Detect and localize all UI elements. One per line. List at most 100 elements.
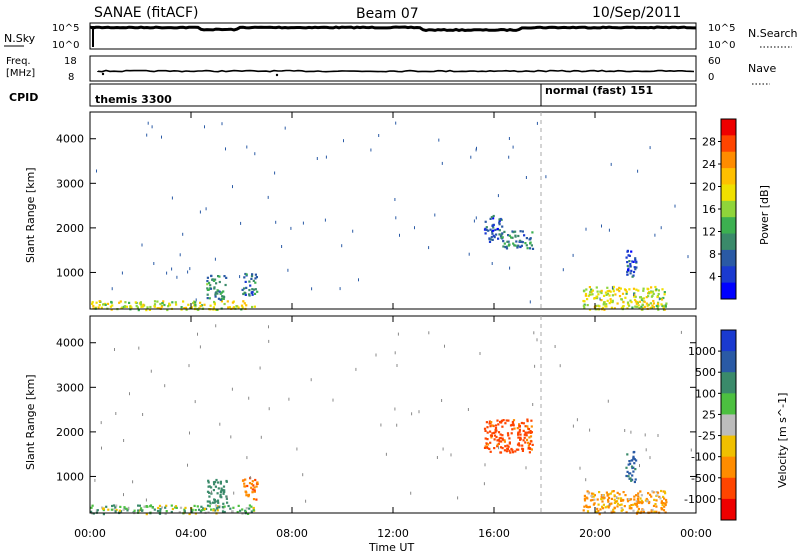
data-cell <box>501 447 504 450</box>
data-cell <box>527 431 530 434</box>
data-cell <box>231 301 234 304</box>
data-speckle <box>311 287 313 291</box>
data-cell <box>592 495 595 498</box>
data-cell <box>252 484 255 487</box>
data-cell <box>625 466 628 469</box>
data-cell <box>642 287 645 290</box>
data-speckle <box>491 262 493 265</box>
data-cell <box>110 300 113 304</box>
data-cell <box>656 306 659 309</box>
data-cell <box>216 308 219 311</box>
data-cell <box>225 497 228 500</box>
data-cell <box>91 301 94 304</box>
data-speckle <box>637 169 639 173</box>
data-cell <box>612 490 615 493</box>
data-cell <box>501 434 504 437</box>
data-cell <box>620 499 623 502</box>
data-cell <box>221 295 224 298</box>
data-cell <box>175 303 178 306</box>
data-speckle <box>141 243 143 247</box>
data-cell <box>255 276 258 279</box>
data-cell <box>636 501 639 504</box>
data-cell <box>515 240 518 243</box>
data-cell <box>250 505 253 508</box>
data-cell <box>661 288 664 291</box>
data-cell <box>205 507 208 510</box>
data-cell <box>208 297 211 300</box>
data-cell <box>500 236 503 239</box>
data-speckle <box>219 422 221 426</box>
data-cell <box>584 294 587 297</box>
data-speckle <box>649 146 651 150</box>
data-cell <box>485 226 488 229</box>
data-speckle <box>479 352 481 355</box>
data-cell <box>523 436 526 439</box>
data-speckle <box>378 134 380 137</box>
data-cell <box>528 451 531 454</box>
data-cell <box>660 501 663 504</box>
data-cell <box>587 506 590 509</box>
data-cell <box>250 486 253 489</box>
data-cell <box>248 482 252 485</box>
data-speckle <box>428 246 430 250</box>
data-cell <box>601 306 604 309</box>
data-cell <box>611 294 614 297</box>
data-cell <box>613 307 616 310</box>
data-cell <box>194 301 197 304</box>
data-cell <box>662 296 665 300</box>
data-cell <box>223 489 226 492</box>
data-cell <box>596 507 599 510</box>
data-cell <box>107 508 110 511</box>
data-cell <box>588 505 591 508</box>
data-cell <box>207 288 210 291</box>
data-speckle <box>475 216 477 220</box>
data-cell <box>627 475 630 478</box>
data-cell <box>521 447 524 450</box>
data-cell <box>182 300 185 303</box>
data-cell <box>484 437 487 440</box>
data-cell <box>161 302 164 305</box>
data-cell <box>632 455 635 458</box>
data-cell <box>206 287 209 290</box>
data-cell <box>603 496 606 499</box>
data-cell <box>629 299 632 302</box>
data-speckle <box>654 233 656 237</box>
data-cell <box>503 242 506 245</box>
data-cell <box>183 307 186 310</box>
data-speckle <box>199 345 201 349</box>
data-cell <box>220 291 223 294</box>
data-cell <box>527 444 530 447</box>
data-cell <box>253 305 256 308</box>
data-cell <box>498 233 501 236</box>
data-cell <box>611 301 614 304</box>
data-cell <box>630 465 634 468</box>
data-cell <box>214 308 217 311</box>
data-cell <box>629 272 632 275</box>
data-cell <box>146 306 149 309</box>
data-speckle <box>179 253 181 257</box>
data-cell <box>628 288 631 291</box>
power-colorbar-label: Power [dB] <box>758 185 771 245</box>
data-cell <box>219 480 222 483</box>
data-cell <box>609 290 612 293</box>
data-cell <box>215 282 218 285</box>
data-cell <box>600 289 603 292</box>
data-cell <box>203 303 206 306</box>
freq-label-2: [MHz] <box>6 68 35 79</box>
data-speckle <box>467 408 469 411</box>
data-speckle <box>529 300 531 304</box>
data-cell <box>596 290 599 293</box>
data-cell <box>625 292 628 295</box>
data-cell <box>244 485 247 488</box>
data-cell <box>658 495 661 498</box>
data-cell <box>106 302 110 305</box>
data-cell <box>630 269 633 272</box>
data-speckle <box>418 410 420 414</box>
data-speckle <box>442 447 444 451</box>
data-cell <box>153 304 156 308</box>
data-cell <box>497 423 500 426</box>
data-cell <box>587 492 590 495</box>
data-cell <box>141 509 144 512</box>
data-cell <box>522 429 525 432</box>
data-cell <box>184 306 188 309</box>
